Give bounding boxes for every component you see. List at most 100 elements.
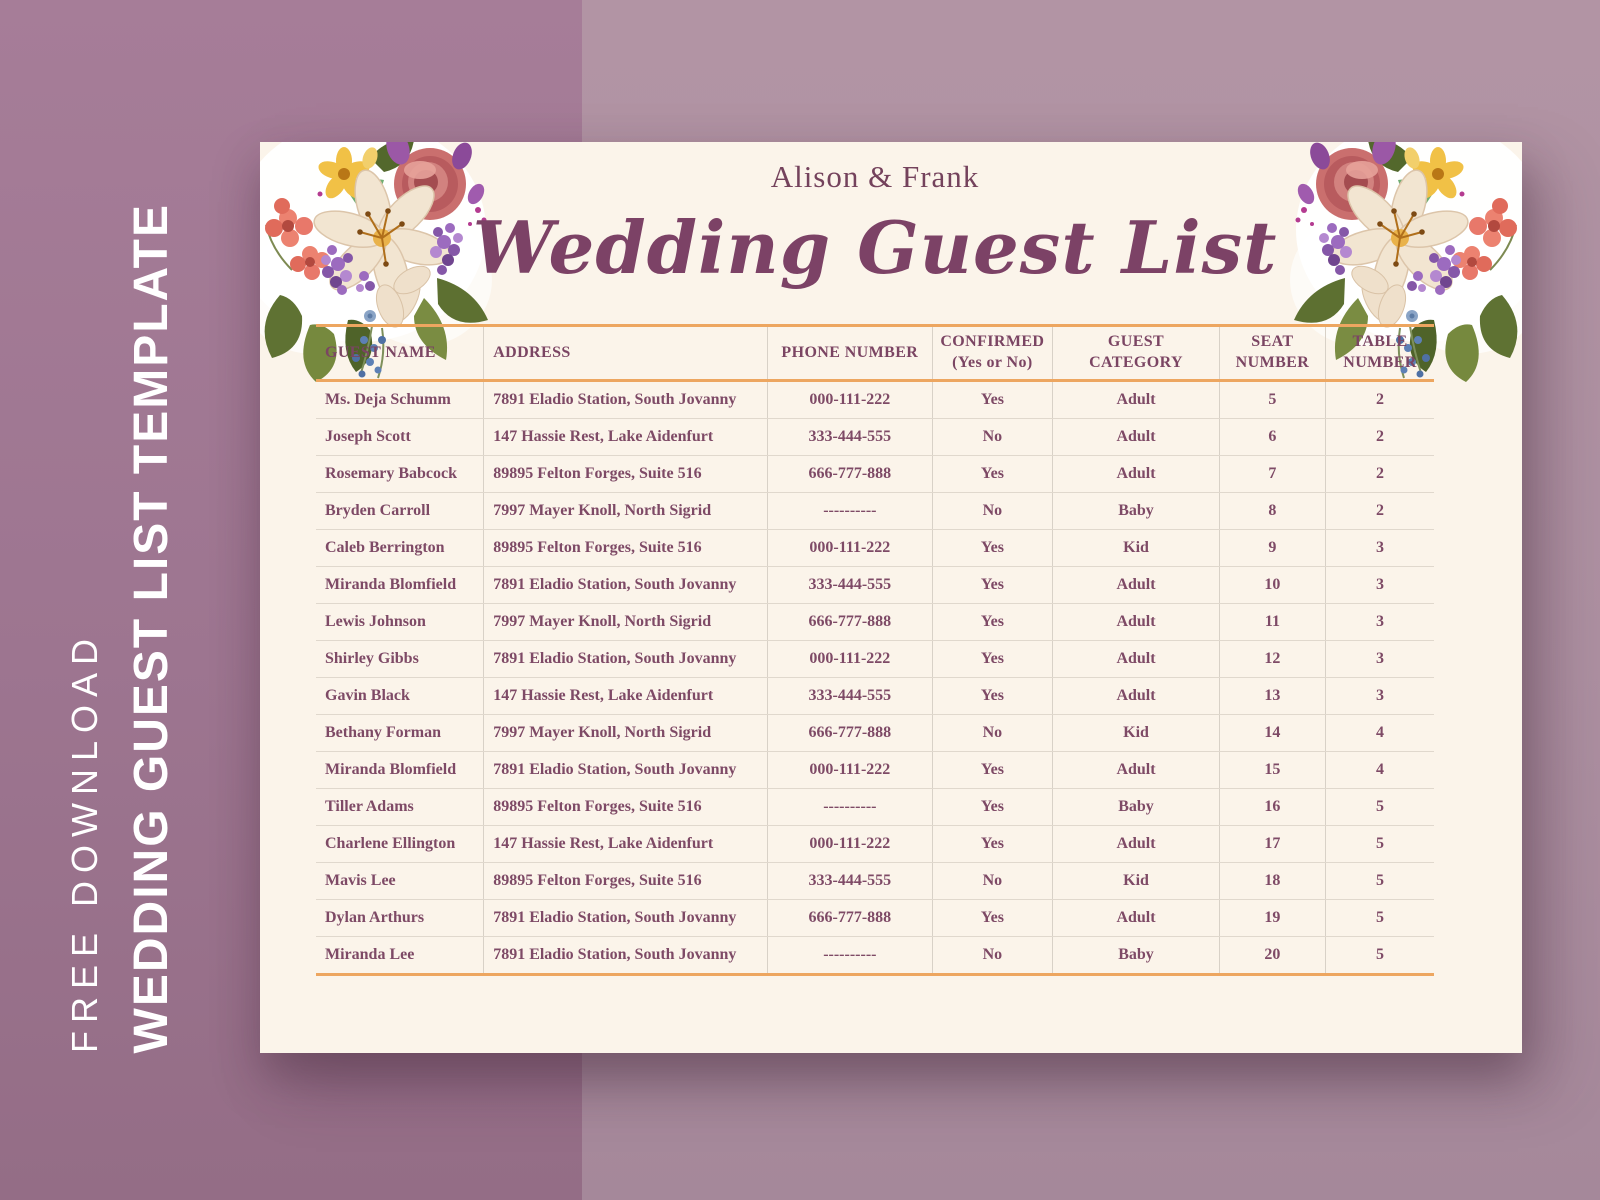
table-row: Gavin Black 147 Hassie Rest, Lake Aidenfu…	[316, 677, 1434, 715]
cell-address: 147 Hassie Rest, Lake Aidenfurt	[483, 418, 768, 456]
cell-guest-category: Adult	[1052, 455, 1220, 493]
cell-confirmed: Yes	[931, 603, 1053, 641]
table-row: Shirley Gibbs 7891 Eladio Station, South …	[316, 640, 1434, 678]
cell-address: 7997 Mayer Knoll, North Sigrid	[483, 714, 768, 752]
cell-guest-name: Miranda Lee	[316, 936, 484, 976]
cell-table-number: 2	[1325, 418, 1434, 456]
cell-seat-number: 12	[1218, 640, 1326, 678]
table-row: Dylan Arthurs 7891 Eladio Station, South …	[316, 899, 1434, 937]
couple-names: Alison & Frank	[770, 159, 980, 194]
table-row: Miranda Blomfield 7891 Eladio Station, So…	[316, 751, 1434, 789]
cell-guest-category: Adult	[1052, 603, 1220, 641]
column-header-guest-category: GUEST CATEGORY	[1052, 324, 1220, 382]
cell-seat-number: 13	[1218, 677, 1326, 715]
cell-table-number: 5	[1325, 788, 1434, 826]
cell-phone-number: 000-111-222	[767, 529, 932, 567]
cell-seat-number: 18	[1218, 862, 1326, 900]
cell-table-number: 4	[1325, 751, 1434, 789]
cell-seat-number: 14	[1218, 714, 1326, 752]
cell-table-number: 2	[1325, 455, 1434, 493]
guest-table: GUEST NAME ADDRESS PHONE NUMBER CONFIRMED (…	[316, 324, 1434, 976]
cell-confirmed: Yes	[931, 825, 1053, 863]
cell-guest-category: Kid	[1052, 862, 1220, 900]
cell-guest-category: Kid	[1052, 714, 1220, 752]
cell-confirmed: No	[931, 418, 1053, 456]
cell-seat-number: 11	[1218, 603, 1326, 641]
cell-address: 147 Hassie Rest, Lake Aidenfurt	[483, 677, 768, 715]
cell-phone-number: ----------	[767, 936, 932, 976]
cell-phone-number: 000-111-222	[767, 380, 932, 419]
cell-guest-category: Adult	[1052, 566, 1220, 604]
cell-guest-category: Baby	[1052, 492, 1220, 530]
header-row: GUEST NAME ADDRESS PHONE NUMBER CONFIRMED (…	[316, 324, 1434, 382]
cell-phone-number: 000-111-222	[767, 751, 932, 789]
cell-guest-name: Charlene Ellington	[316, 825, 484, 863]
cell-address: 7891 Eladio Station, South Jovanny	[483, 640, 768, 678]
cell-table-number: 5	[1325, 862, 1434, 900]
guest-list-card: Alison & Frank Wedding Guest List GUEST …	[260, 142, 1522, 1053]
table-row: Bethany Forman 7997 Mayer Knoll, North Si…	[316, 714, 1434, 752]
cell-table-number: 3	[1325, 529, 1434, 567]
column-header-seat-number: SEAT NUMBER	[1218, 324, 1326, 382]
cell-phone-number: 000-111-222	[767, 640, 932, 678]
cell-guest-name: Bryden Carroll	[316, 492, 484, 530]
cell-seat-number: 17	[1218, 825, 1326, 863]
cell-seat-number: 10	[1218, 566, 1326, 604]
cell-seat-number: 20	[1218, 936, 1326, 976]
cell-address: 89895 Felton Forges, Suite 516	[483, 455, 768, 493]
table-row: Rosemary Babcock 89895 Felton Forges, Sui…	[316, 455, 1434, 493]
cell-confirmed: Yes	[931, 788, 1053, 826]
column-header-confirmed: CONFIRMED (Yes or No)	[931, 324, 1053, 382]
cell-guest-name: Rosemary Babcock	[316, 455, 484, 493]
page-title: Wedding Guest List	[472, 205, 1278, 290]
cell-seat-number: 6	[1218, 418, 1326, 456]
cell-address: 147 Hassie Rest, Lake Aidenfurt	[483, 825, 768, 863]
cell-seat-number: 5	[1218, 380, 1326, 419]
cell-guest-name: Tiller Adams	[316, 788, 484, 826]
table-header: GUEST NAME ADDRESS PHONE NUMBER CONFIRMED (…	[316, 324, 1434, 382]
cell-guest-name: Dylan Arthurs	[316, 899, 484, 937]
cell-confirmed: Yes	[931, 640, 1053, 678]
cell-confirmed: Yes	[931, 566, 1053, 604]
cell-seat-number: 19	[1218, 899, 1326, 937]
cell-table-number: 2	[1325, 492, 1434, 530]
table-row: Bryden Carroll 7997 Mayer Knoll, North Si…	[316, 492, 1434, 530]
cell-table-number: 3	[1325, 640, 1434, 678]
cell-phone-number: 666-777-888	[767, 714, 932, 752]
column-header-phone-number: PHONE NUMBER	[767, 324, 932, 382]
table-row: Ms. Deja Schumm 7891 Eladio Station, Sout…	[316, 380, 1434, 419]
table-row: Caleb Berrington 89895 Felton Forges, Sui…	[316, 529, 1434, 567]
cell-table-number: 5	[1325, 899, 1434, 937]
cell-address: 7891 Eladio Station, South Jovanny	[483, 566, 768, 604]
cell-address: 7997 Mayer Knoll, North Sigrid	[483, 603, 768, 641]
cell-seat-number: 7	[1218, 455, 1326, 493]
cell-guest-category: Baby	[1052, 788, 1220, 826]
table-row: Charlene Ellington 147 Hassie Rest, Lake …	[316, 825, 1434, 863]
sidebar-template-title: WEDDING GUEST LIST TEMPLATE	[125, 202, 178, 1053]
cell-guest-name: Gavin Black	[316, 677, 484, 715]
cell-guest-name: Miranda Blomfield	[316, 566, 484, 604]
cell-address: 89895 Felton Forges, Suite 516	[483, 529, 768, 567]
cell-guest-name: Bethany Forman	[316, 714, 484, 752]
cell-guest-category: Adult	[1052, 751, 1220, 789]
cell-guest-category: Adult	[1052, 640, 1220, 678]
column-header-address: ADDRESS	[483, 324, 768, 382]
cell-phone-number: ----------	[767, 492, 932, 530]
cell-address: 7891 Eladio Station, South Jovanny	[483, 899, 768, 937]
cell-address: 7891 Eladio Station, South Jovanny	[483, 751, 768, 789]
cell-guest-category: Adult	[1052, 899, 1220, 937]
cell-confirmed: No	[931, 862, 1053, 900]
cell-confirmed: Yes	[931, 529, 1053, 567]
cell-table-number: 3	[1325, 603, 1434, 641]
cell-phone-number: 666-777-888	[767, 899, 932, 937]
table-row: Mavis Lee 89895 Felton Forges, Suite 516 3…	[316, 862, 1434, 900]
cell-phone-number: 333-444-555	[767, 566, 932, 604]
table-row: Miranda Blomfield 7891 Eladio Station, So…	[316, 566, 1434, 604]
cell-table-number: 5	[1325, 825, 1434, 863]
cell-seat-number: 16	[1218, 788, 1326, 826]
cell-seat-number: 9	[1218, 529, 1326, 567]
cell-address: 7891 Eladio Station, South Jovanny	[483, 936, 768, 976]
cell-guest-category: Adult	[1052, 380, 1220, 419]
free-download-label: FREE DOWNLOAD	[64, 630, 105, 1053]
